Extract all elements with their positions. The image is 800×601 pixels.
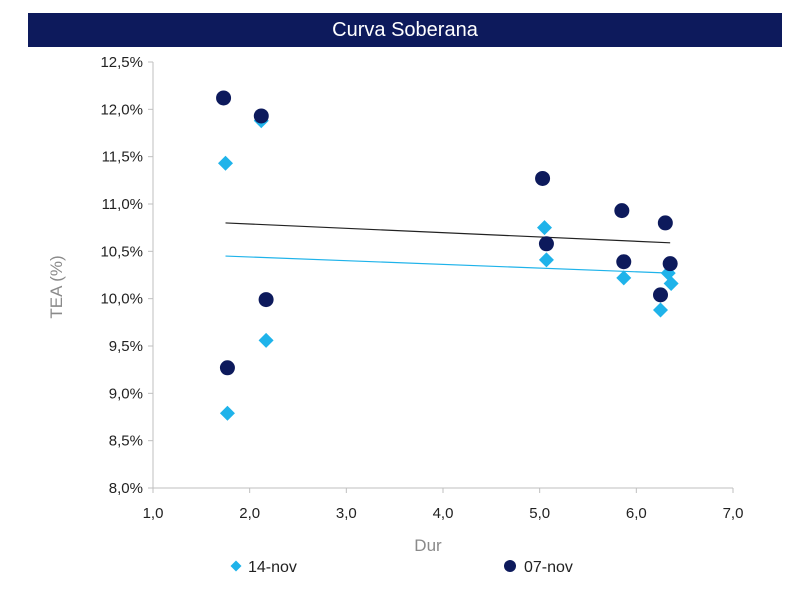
data-point-07-nov [219, 360, 235, 376]
data-point-14-nov [219, 405, 235, 421]
data-point-07-nov [538, 236, 554, 252]
x-tick-label: 1,0 [143, 505, 164, 522]
y-tick-label: 9,0% [109, 385, 143, 402]
y-tick-label: 10,5% [100, 243, 143, 260]
y-tick-label: 8,0% [109, 480, 143, 497]
x-tick-label: 6,0 [626, 505, 647, 522]
data-point-07-nov [258, 292, 274, 308]
data-point-07-nov [616, 254, 632, 270]
y-tick-label: 8,5% [109, 433, 143, 450]
data-point-07-nov [653, 287, 668, 303]
data-point-07-nov [662, 256, 678, 272]
legend-label-07-nov: 07-nov [524, 559, 573, 576]
y-tick-label: 11,5% [102, 149, 143, 166]
legend: 14-nov 07-nov [230, 559, 573, 576]
data-point-14-nov [218, 155, 233, 171]
y-tick-label: 12,0% [100, 101, 143, 118]
data-point-07-nov [216, 90, 232, 106]
x-axis-title: Dur [414, 536, 442, 555]
data-point-14-nov [258, 332, 274, 348]
data-point-07-nov [614, 203, 630, 219]
data-point-07-nov [535, 170, 551, 186]
legend-marker-07-nov [504, 560, 516, 572]
y-tick-label: 10,0% [100, 291, 143, 308]
data-point-14-nov [616, 270, 632, 286]
trend-line-07-nov [225, 222, 671, 244]
data-point-14-nov [538, 252, 554, 268]
data-points [216, 90, 679, 421]
y-tick-label: 9,5% [109, 338, 143, 355]
trend-lines [225, 222, 671, 274]
legend-label-14-nov: 14-nov [248, 559, 297, 576]
data-point-14-nov [537, 220, 552, 236]
x-tick-label: 3,0 [336, 505, 357, 522]
data-point-14-nov [653, 302, 668, 318]
x-tick-label: 2,0 [239, 505, 260, 522]
data-point-07-nov [253, 108, 269, 124]
x-tick-label: 4,0 [433, 505, 454, 522]
x-tick-label: 5,0 [529, 505, 550, 522]
chart-axes: 8,0% 8,5% 9,0% 9,5% 10,0% 10,5% 11,0% 11,5% 12,0… [100, 54, 743, 522]
y-tick-label: 11,0% [102, 196, 143, 213]
x-tick-label: 7,0 [723, 505, 744, 522]
trend-line-14-nov [225, 255, 671, 274]
chart-title: Curva Soberana [28, 13, 782, 47]
data-point-14-nov [663, 276, 679, 292]
y-tick-label: 12,5% [100, 54, 143, 71]
y-axis-title: TEA (%) [47, 255, 66, 318]
legend-marker-14-nov [230, 560, 242, 572]
data-point-07-nov [657, 215, 673, 231]
